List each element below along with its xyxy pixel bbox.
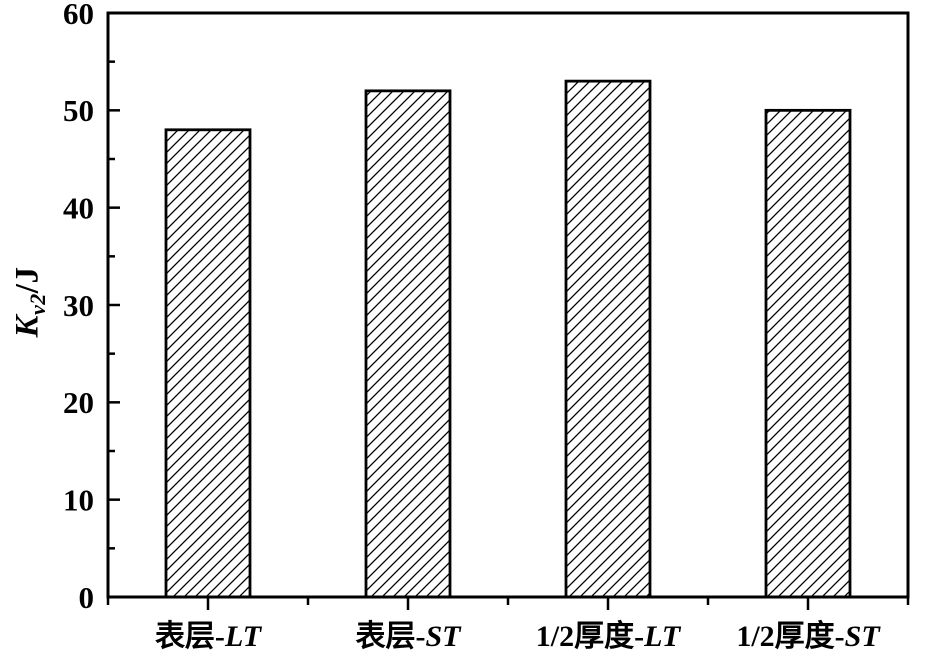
y-tick-label: 60: [63, 0, 94, 31]
bar-1: [164, 128, 252, 599]
bar-2: [364, 89, 452, 599]
y-tick-label: 50: [63, 93, 94, 128]
y-tick-label: 10: [63, 483, 94, 518]
y-axis-subscript: v2: [25, 293, 51, 315]
y-tick-label: 20: [63, 385, 94, 420]
x-category-label-2: 表层-ST: [355, 620, 462, 653]
y-axis-title: Kv2/J: [9, 266, 51, 338]
x-category-label-1: 表层-LT: [155, 620, 263, 653]
x-category-label-3: 1/2厚度-LT: [536, 620, 682, 653]
y-tick-label: 0: [79, 580, 95, 615]
y-tick-label: 30: [63, 288, 94, 323]
y-axis-symbol: K: [9, 314, 46, 338]
bar-4: [764, 108, 852, 599]
bar-3: [564, 79, 652, 599]
x-category-label-4: 1/2厚度-ST: [736, 620, 881, 653]
axes-frame: [106, 11, 910, 599]
y-tick-label: 40: [63, 191, 94, 226]
y-axis-unit: /J: [9, 266, 46, 294]
